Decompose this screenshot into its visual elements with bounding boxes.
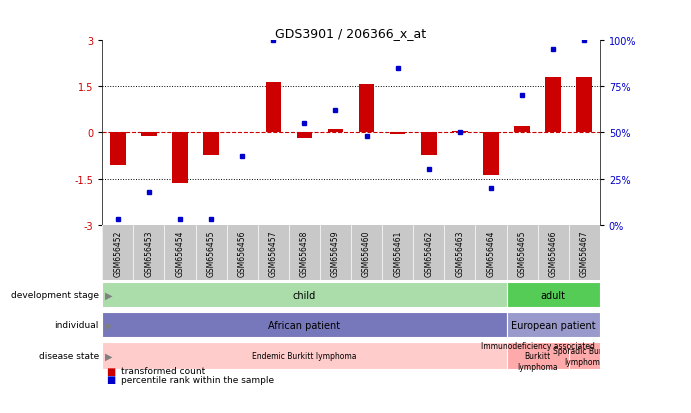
Bar: [172, 133, 188, 184]
Bar: [359, 84, 375, 133]
Bar: [328, 129, 343, 133]
Text: percentile rank within the sample: percentile rank within the sample: [121, 375, 274, 384]
Bar: [452, 131, 468, 133]
Text: GSM656460: GSM656460: [362, 230, 371, 276]
Bar: [507, 313, 600, 338]
Text: development stage: development stage: [11, 291, 99, 300]
Text: adult: adult: [540, 290, 566, 300]
Text: ■: ■: [106, 366, 115, 376]
Text: GSM656456: GSM656456: [238, 230, 247, 276]
Text: child: child: [293, 290, 316, 300]
Bar: [576, 78, 592, 133]
Bar: [110, 133, 126, 165]
Bar: [296, 133, 312, 139]
Bar: [507, 282, 600, 308]
Bar: [545, 78, 561, 133]
Text: GSM656461: GSM656461: [393, 230, 402, 276]
Text: GSM656459: GSM656459: [331, 230, 340, 276]
Text: Immunodeficiency associated
Burkitt
lymphoma: Immunodeficiency associated Burkitt lymp…: [481, 341, 594, 371]
Bar: [421, 133, 437, 156]
Text: transformed count: transformed count: [121, 366, 205, 375]
Text: Sporadic Burkitt
lymphoma: Sporadic Burkitt lymphoma: [553, 347, 615, 366]
Title: GDS3901 / 206366_x_at: GDS3901 / 206366_x_at: [276, 26, 426, 40]
Text: GSM656458: GSM656458: [300, 230, 309, 276]
Text: GSM656467: GSM656467: [580, 230, 589, 276]
Bar: [203, 133, 219, 156]
Bar: [102, 282, 507, 308]
Bar: [569, 343, 600, 369]
Text: GSM656465: GSM656465: [518, 230, 527, 276]
Bar: [102, 313, 507, 338]
Bar: [102, 343, 507, 369]
Text: Endemic Burkitt lymphoma: Endemic Burkitt lymphoma: [252, 351, 357, 361]
Text: European patient: European patient: [511, 320, 596, 330]
Text: ■: ■: [106, 374, 115, 384]
Bar: [390, 133, 406, 135]
Text: GSM656452: GSM656452: [113, 230, 122, 276]
Bar: [514, 126, 530, 133]
Bar: [507, 343, 569, 369]
Text: GSM656462: GSM656462: [424, 230, 433, 276]
Bar: [141, 133, 157, 137]
Text: GSM656453: GSM656453: [144, 230, 153, 276]
Text: GSM656466: GSM656466: [549, 230, 558, 276]
Text: GSM656454: GSM656454: [176, 230, 184, 276]
Text: GSM656463: GSM656463: [455, 230, 464, 276]
Text: ▶: ▶: [105, 351, 113, 361]
Text: GSM656457: GSM656457: [269, 230, 278, 276]
Text: African patient: African patient: [268, 320, 341, 330]
Text: disease state: disease state: [39, 351, 99, 361]
Text: individual: individual: [55, 320, 99, 330]
Text: GSM656455: GSM656455: [207, 230, 216, 276]
Text: ▶: ▶: [105, 290, 113, 300]
Bar: [483, 133, 499, 176]
Text: ▶: ▶: [105, 320, 113, 330]
Bar: [265, 83, 281, 133]
Text: GSM656464: GSM656464: [486, 230, 495, 276]
